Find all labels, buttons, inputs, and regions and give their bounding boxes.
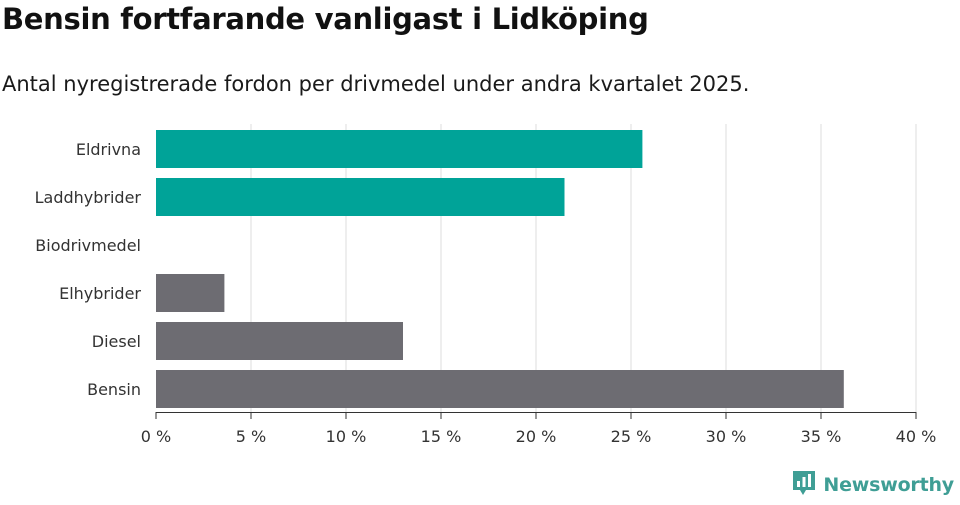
bar-eldrivna [156, 130, 643, 168]
category-label: Laddhybrider [35, 188, 142, 207]
x-axis: 0 % 5 % 10 % 15 % 20 % 25 % 30 % 35 % 40 % [141, 412, 937, 446]
newsworthy-logo: Newsworthy [791, 469, 954, 501]
gridlines [250, 124, 917, 412]
x-tick-label: 20 % [516, 427, 557, 446]
bar-laddhybrider [156, 178, 565, 216]
bar-elhybrider [156, 274, 225, 312]
category-label: Eldrivna [76, 140, 141, 159]
bars [156, 130, 844, 408]
x-tick-label: 15 % [421, 427, 462, 446]
category-label: Bensin [87, 380, 141, 399]
x-tick-label: 10 % [326, 427, 367, 446]
category-label: Biodrivmedel [35, 236, 141, 255]
x-tick-label: 0 % [141, 427, 171, 446]
newsworthy-chart-icon [791, 469, 817, 501]
x-tick-label: 5 % [236, 427, 266, 446]
category-labels: Eldrivna Laddhybrider Biodrivmedel Elhybrid… [35, 140, 142, 399]
category-label: Elhybrider [59, 284, 141, 303]
x-tick-label: 30 % [706, 427, 747, 446]
x-tick-label: 35 % [801, 427, 842, 446]
chart-title: Bensin fortfarande vanligast i Lidköping [2, 2, 649, 36]
category-label: Diesel [92, 332, 141, 351]
chart-subtitle: Antal nyregistrerade fordon per drivmede… [2, 72, 750, 96]
logo-text: Newsworthy [823, 474, 954, 496]
bar-diesel [156, 322, 403, 360]
bar-bensin [156, 370, 844, 408]
x-tick-label: 40 % [896, 427, 937, 446]
x-tick-label: 25 % [611, 427, 652, 446]
